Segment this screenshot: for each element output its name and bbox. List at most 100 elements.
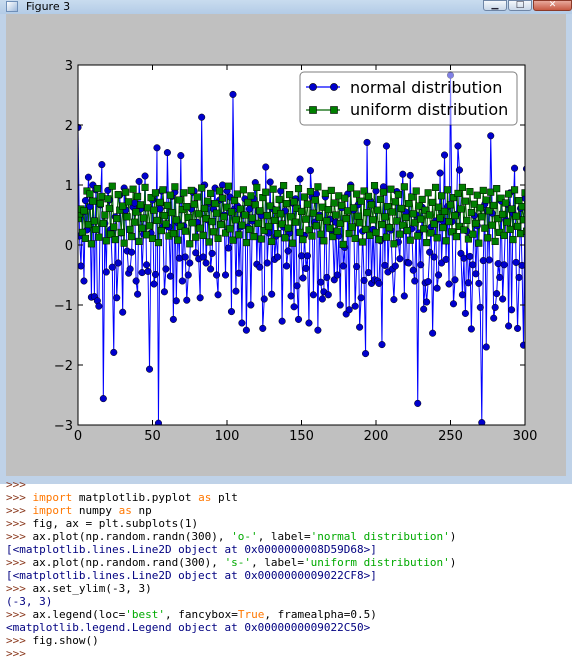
data-point (218, 194, 227, 202)
data-point (481, 224, 489, 232)
data-point (230, 197, 238, 205)
data-point (242, 326, 250, 334)
data-point (263, 212, 271, 220)
data-point (226, 225, 234, 233)
data-point (187, 186, 195, 194)
maximize-button[interactable]: □ (508, 0, 532, 11)
data-point (195, 210, 203, 218)
data-point (87, 240, 95, 248)
data-point (484, 234, 492, 242)
data-point (365, 192, 373, 200)
data-point (181, 227, 189, 235)
close-button[interactable]: ✕ (533, 0, 572, 11)
minimize-button[interactable]: ▁ (483, 0, 507, 11)
data-point (387, 185, 395, 193)
data-point (546, 277, 553, 284)
data-point (186, 240, 194, 248)
data-point (89, 197, 97, 205)
data-point (397, 204, 405, 212)
data-point (81, 197, 89, 205)
data-point (400, 183, 408, 191)
data-point (159, 186, 167, 194)
figure-window-icon (6, 1, 18, 12)
data-point (275, 195, 283, 203)
data-point (78, 262, 85, 270)
data-point (286, 191, 294, 199)
data-point (318, 295, 326, 303)
data-point (232, 216, 240, 224)
data-point (534, 216, 541, 223)
data-point (445, 218, 453, 226)
data-point (278, 317, 286, 325)
data-point (327, 186, 335, 194)
data-point (363, 209, 371, 217)
data-point (236, 205, 244, 213)
data-point (354, 212, 362, 220)
data-point (163, 201, 171, 209)
legend-frame (299, 71, 518, 126)
data-point (221, 271, 230, 279)
data-point (248, 214, 256, 222)
data-point (204, 197, 212, 205)
data-point (330, 199, 338, 207)
data-point (461, 309, 469, 317)
data-point (396, 230, 404, 238)
data-point (482, 343, 490, 351)
data-point (482, 196, 490, 204)
data-point (490, 314, 498, 322)
data-point (321, 189, 329, 197)
data-point (335, 192, 343, 200)
data-point (333, 227, 341, 235)
data-point (433, 284, 441, 292)
data-point (201, 204, 209, 212)
data-point (436, 214, 444, 222)
data-point (190, 200, 198, 208)
data-point (302, 264, 310, 272)
data-point (336, 219, 344, 227)
window-titlebar[interactable]: Figure 3 ▁ □ ✕ (0, 0, 572, 14)
data-point (412, 187, 420, 195)
data-point (148, 234, 157, 242)
data-point (479, 186, 487, 194)
data-point (318, 203, 326, 211)
data-point (417, 261, 425, 269)
data-point (315, 213, 323, 221)
data-point (183, 203, 191, 211)
data-point (430, 220, 438, 228)
data-point (151, 270, 160, 278)
data-point (198, 113, 206, 121)
data-point (214, 291, 222, 299)
data-point (138, 269, 146, 277)
data-point (541, 270, 548, 277)
data-point (113, 215, 121, 223)
data-point (500, 231, 508, 239)
data-point (478, 213, 486, 221)
data-point (435, 271, 443, 279)
data-point (314, 183, 322, 191)
data-point (516, 230, 525, 238)
data-point (373, 206, 382, 214)
data-point (299, 274, 307, 282)
data-point (528, 202, 535, 209)
data-point (238, 319, 246, 327)
data-point (290, 198, 298, 206)
data-point (156, 198, 164, 206)
data-point (476, 204, 484, 212)
data-point (442, 237, 450, 245)
data-point (324, 206, 332, 214)
data-point (529, 211, 536, 218)
data-point (280, 182, 288, 190)
data-point (509, 236, 517, 244)
data-point (503, 218, 511, 226)
data-point (538, 251, 545, 258)
data-point (382, 233, 390, 241)
data-point (154, 239, 163, 247)
data-point (227, 308, 236, 316)
shell-input-line[interactable]: >>> (6, 647, 26, 660)
data-point (108, 263, 116, 271)
data-point (257, 235, 265, 243)
python-shell[interactable]: >>> >>> import matplotlib.pyplot as plt … (0, 478, 572, 671)
data-point (131, 218, 139, 226)
data-point (309, 209, 317, 217)
data-point (196, 224, 204, 232)
